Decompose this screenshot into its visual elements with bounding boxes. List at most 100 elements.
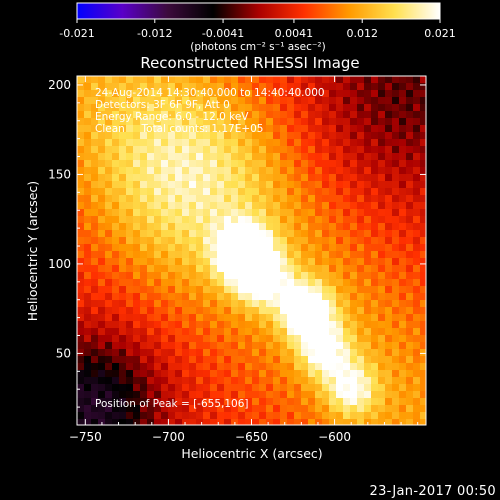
heatmap-cell — [357, 223, 365, 231]
heatmap-cell — [329, 258, 337, 266]
heatmap-cell — [322, 174, 330, 182]
heatmap-cell — [119, 76, 127, 84]
heatmap-cell — [385, 237, 393, 245]
heatmap-cell — [98, 398, 106, 406]
heatmap-cell — [224, 419, 232, 425]
heatmap-cell — [224, 237, 232, 245]
heatmap-cell — [147, 230, 155, 238]
heatmap-cell — [105, 174, 113, 182]
heatmap-cell — [413, 223, 421, 231]
heatmap-cell — [189, 363, 197, 371]
heatmap-cell — [77, 286, 85, 294]
heatmap-cell — [231, 391, 239, 399]
heatmap-cell — [140, 132, 148, 140]
heatmap-cell — [259, 230, 267, 238]
heatmap-cell — [364, 335, 372, 343]
heatmap-cell — [280, 167, 288, 175]
heatmap-cell — [210, 160, 218, 168]
heatmap-cell — [133, 300, 141, 308]
heatmap-cell — [182, 363, 190, 371]
heatmap-cell — [294, 377, 302, 385]
heatmap-cell — [126, 384, 134, 392]
heatmap-cell — [315, 321, 323, 329]
heatmap-cell — [378, 167, 386, 175]
heatmap-cell — [91, 83, 99, 91]
heatmap-cell — [231, 111, 239, 119]
heatmap-cell — [231, 76, 239, 84]
heatmap-cell — [378, 384, 386, 392]
heatmap-cell — [217, 237, 225, 245]
heatmap-cell — [315, 76, 323, 84]
heatmap-cell — [287, 97, 295, 105]
heatmap-cell — [161, 139, 169, 147]
heatmap-cell — [224, 265, 232, 273]
heatmap-cell — [385, 279, 393, 287]
heatmap-cell — [196, 300, 204, 308]
heatmap-cell — [336, 342, 344, 350]
heatmap-cell — [336, 272, 344, 280]
heatmap-cell — [147, 237, 155, 245]
heatmap-cell — [203, 174, 211, 182]
heatmap-cell — [308, 118, 316, 126]
heatmap-cell — [133, 118, 141, 126]
heatmap-cell — [98, 377, 106, 385]
heatmap-cell — [266, 181, 274, 189]
heatmap-cell — [399, 125, 407, 133]
heatmap-cell — [399, 293, 407, 301]
heatmap-cell — [399, 272, 407, 280]
heatmap-cell — [126, 412, 134, 420]
heatmap-cell — [175, 237, 183, 245]
heatmap-cell — [140, 328, 148, 336]
heatmap-cell — [98, 195, 106, 203]
heatmap-cell — [210, 181, 218, 189]
heatmap-cell — [203, 111, 211, 119]
heatmap-cell — [217, 160, 225, 168]
heatmap-cell — [378, 293, 386, 301]
heatmap-cell — [420, 209, 426, 217]
heatmap-cell — [406, 356, 414, 364]
heatmap-cell — [399, 265, 407, 273]
heatmap-cell — [385, 370, 393, 378]
heatmap-cell — [315, 272, 323, 280]
heatmap-cell — [203, 97, 211, 105]
heatmap-cell — [154, 230, 162, 238]
heatmap-cell — [399, 356, 407, 364]
heatmap-cell — [133, 90, 141, 98]
heatmap-cell — [203, 419, 211, 425]
heatmap-cell — [84, 314, 92, 322]
heatmap-cell — [217, 412, 225, 420]
heatmap-cell — [343, 356, 351, 364]
heatmap-cell — [371, 181, 379, 189]
heatmap-cell — [385, 83, 393, 91]
heatmap-cell — [196, 153, 204, 161]
heatmap-cell — [91, 314, 99, 322]
heatmap-cell — [392, 412, 400, 420]
heatmap-cell — [112, 419, 120, 425]
heatmap-cell — [322, 181, 330, 189]
heatmap-cell — [154, 265, 162, 273]
heatmap-cell — [210, 167, 218, 175]
heatmap-cell — [343, 258, 351, 266]
heatmap-cell — [322, 76, 330, 84]
heatmap-cell — [189, 139, 197, 147]
heatmap-cell — [245, 146, 253, 154]
heatmap-cell — [196, 181, 204, 189]
heatmap-cell — [105, 293, 113, 301]
heatmap-cell — [140, 195, 148, 203]
heatmap-cell — [203, 342, 211, 350]
heatmap-cell — [119, 146, 127, 154]
heatmap-cell — [203, 307, 211, 315]
heatmap-cell — [406, 405, 414, 413]
heatmap-cell — [119, 223, 127, 231]
heatmap-cell — [231, 370, 239, 378]
heatmap-cell — [259, 188, 267, 196]
heatmap-cell — [210, 321, 218, 329]
colorbar-tick-label: -0.021 — [59, 27, 94, 40]
heatmap-cell — [77, 139, 85, 147]
heatmap-cell — [385, 111, 393, 119]
heatmap-cell — [105, 328, 113, 336]
heatmap-cell — [238, 174, 246, 182]
heatmap-cell — [238, 181, 246, 189]
heatmap-cell — [385, 118, 393, 126]
heatmap-cell — [252, 272, 260, 280]
